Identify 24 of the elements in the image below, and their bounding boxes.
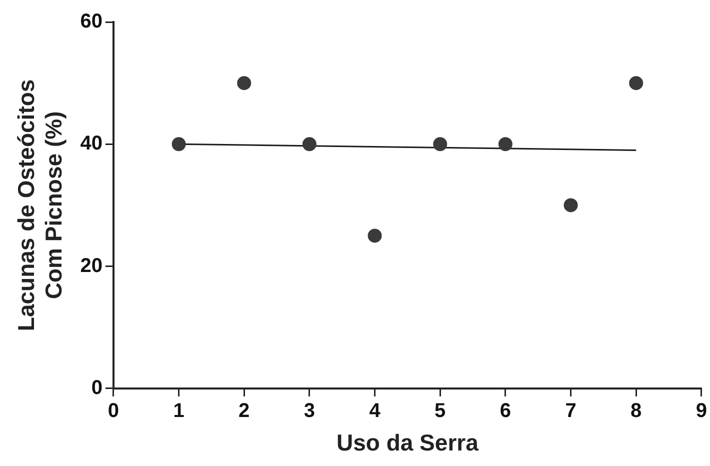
point [629,76,644,90]
y-tick-label: 20 [80,254,102,277]
point [237,76,252,90]
x-tick-label: 4 [369,400,382,422]
point [564,198,578,212]
x-tick-label: 6 [500,400,512,422]
x-axis-title: Uso da Serra [336,430,479,456]
y-tick-label: 40 [80,132,102,155]
y-axis-title: Lacunas de Osteócitos Com Picnose (%) [13,79,67,332]
x-tick-label: 0 [108,400,120,422]
point [498,137,512,152]
x-tick-label: 8 [630,400,642,422]
x-tick-label: 9 [696,400,707,422]
y-tick-label: 60 [80,10,102,33]
x-tick-label: 5 [434,400,446,422]
x-tick-label: 2 [238,400,250,422]
point [368,228,382,243]
x-tick-label: 1 [173,400,184,422]
y-tick-label: 0 [91,376,102,399]
point [433,137,448,152]
x-tick-label: 3 [304,400,316,422]
point [172,137,186,152]
x-tick-label: 7 [565,400,576,422]
point [302,137,316,152]
